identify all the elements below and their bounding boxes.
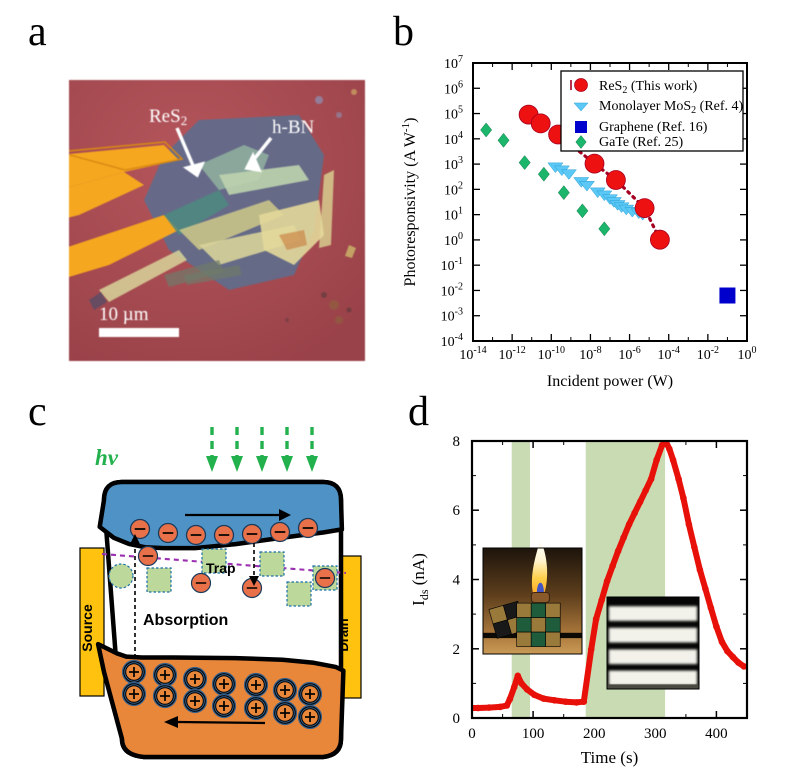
svg-text:Absorption: Absorption	[143, 612, 228, 629]
svg-text:103: 103	[444, 155, 463, 173]
svg-text:10-4: 10-4	[658, 345, 680, 363]
svg-text:10-2: 10-2	[697, 345, 719, 363]
svg-text:Monolayer MoS2 (Ref. 4): Monolayer MoS2 (Ref. 4)	[599, 99, 744, 116]
svg-text:10-14: 10-14	[459, 345, 486, 363]
svg-text:Incident power (W): Incident power (W)	[547, 373, 673, 390]
svg-text:10-1: 10-1	[441, 256, 463, 274]
svg-text:10-12: 10-12	[498, 345, 525, 363]
svg-text:10-10: 10-10	[538, 345, 565, 363]
svg-text:Source: Source	[79, 604, 95, 652]
svg-text:104: 104	[444, 130, 463, 148]
svg-text:102: 102	[444, 180, 463, 198]
svg-text:107: 107	[444, 54, 463, 72]
svg-text:Photoresponsivity (A W-1): Photoresponsivity (A W-1)	[400, 118, 419, 287]
svg-text:10-2: 10-2	[441, 281, 463, 299]
svg-text:Graphene (Ref. 16): Graphene (Ref. 16)	[599, 120, 708, 135]
svg-text:hv: hv	[95, 445, 119, 470]
svg-text:10-6: 10-6	[618, 345, 640, 363]
svg-text:Trap: Trap	[206, 560, 236, 576]
svg-text:101: 101	[444, 206, 463, 224]
svg-text:10-8: 10-8	[579, 345, 601, 363]
svg-text:10-3: 10-3	[441, 307, 463, 325]
svg-text:105: 105	[444, 105, 463, 123]
svg-text:ReS2 (This work): ReS2 (This work)	[599, 79, 698, 96]
svg-text:106: 106	[444, 79, 463, 97]
svg-text:100: 100	[738, 345, 757, 363]
svg-text:100: 100	[444, 231, 463, 249]
svg-text:GaTe (Ref. 25): GaTe (Ref. 25)	[599, 135, 683, 150]
